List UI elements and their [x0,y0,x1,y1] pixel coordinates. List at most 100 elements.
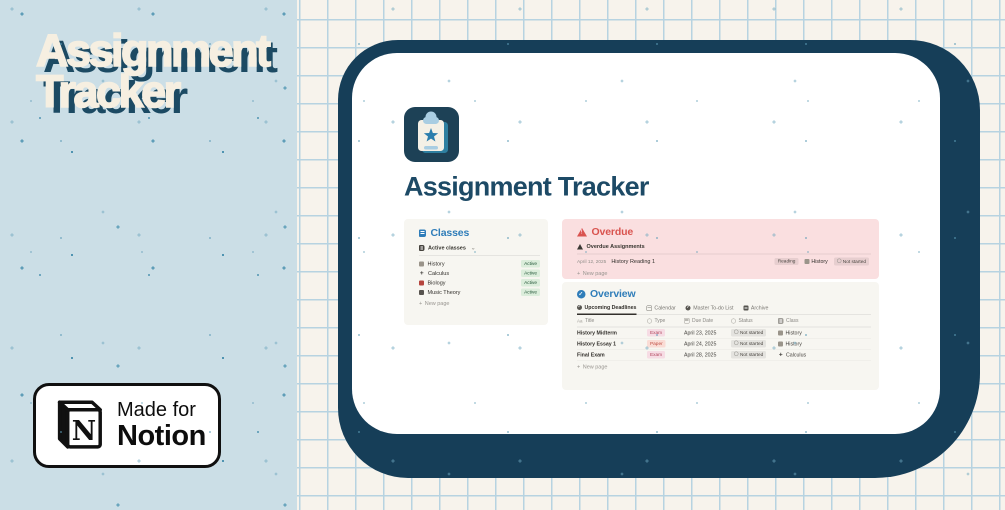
column-title: Title [585,318,595,324]
notion-label: Notion [117,420,206,453]
book-icon [419,229,426,237]
archive-box-icon [743,305,749,311]
piano-icon [419,289,424,295]
table-row[interactable]: History Midterm Exam April 23, 2025 Not … [577,328,871,339]
todo-circle-icon [734,340,739,346]
class-name: Music Theory [427,289,461,296]
chevron-down-icon: ⌄ [470,245,476,251]
type-badge: Exam [647,351,666,359]
assignment-title: Final Exam [577,351,605,358]
class-row-history[interactable]: History Active [419,259,540,269]
bullseye-icon [577,289,586,299]
book-icon [419,244,425,251]
todo-circle-icon [734,351,739,357]
history-icon [778,330,783,336]
status-badge: Active [521,288,540,296]
select-icon [647,318,652,324]
column-due-date: Due Date [692,318,714,324]
status-badge: Active [521,279,540,287]
made-for-notion-text: Made for Notion [117,399,206,451]
warning-triangle-icon [577,243,583,250]
classes-view-tab[interactable]: Active classes ⌄ [419,239,540,256]
status-icon [731,318,736,324]
class-name: Calculus [428,270,450,277]
class-row-music-theory[interactable]: Music Theory Active [419,288,540,298]
history-icon [419,261,424,267]
plus-icon: + [419,269,424,277]
history-icon [804,259,810,264]
class-row-calculus[interactable]: + Calculus Active [419,269,540,279]
assignment-title: History Essay 1 [577,340,617,347]
calendar-icon [646,305,652,311]
column-status: Status [738,318,753,324]
tab-label: Master To-do List [693,305,734,311]
overdue-header: Overdue [577,226,871,238]
tab-master-todo-list[interactable]: Master To-do List [685,305,734,314]
text-type-icon: Aa [577,318,583,324]
overview-header-label: Overview [590,288,636,300]
class-name: Calculus [786,351,807,358]
check-circle-icon [685,305,691,311]
type-badge: Reading [774,257,799,266]
status-label: Not started [740,341,764,347]
view-tab-label: Overdue Assignments [586,243,645,250]
table-row[interactable]: Final Exam Exam April 28, 2025 Not start… [577,350,871,361]
overdue-assignment-row[interactable]: April 12, 2025 History Reading 1 Reading… [577,256,871,267]
class-name: History [785,329,802,336]
tab-archive[interactable]: Archive [743,305,768,314]
clock-icon [577,304,582,310]
status-label: Not started [740,330,764,336]
table-row[interactable]: History Essay 1 Paper April 24, 2025 Not… [577,339,871,350]
overview-panel: Overview Upcoming Deadlines Calendar [562,282,879,390]
new-page-label: New page [582,364,608,370]
due-date: April 28, 2025 [684,351,717,358]
column-type: Type [654,318,666,324]
status-badge: Not started [731,339,767,348]
card-backdrop: Assignment Tracker Classes Active classe… [338,40,980,478]
overview-header: Overview [577,288,871,300]
classes-header: Classes [419,227,540,239]
class-row-biology[interactable]: Biology Active [419,278,540,288]
svg-text:N: N [72,415,96,446]
column-class: Class [786,318,799,324]
overdue-panel: Overdue Overdue Assignments April 12, 20… [562,219,879,279]
new-page-button[interactable]: + New page [577,271,871,277]
view-tab-label: Active classes [428,244,466,251]
calendar-icon [684,318,690,324]
classes-header-label: Classes [430,227,470,239]
plus-icon: + [577,364,581,370]
left-panel: Assignment Tracker N Made for Notion [0,0,297,510]
view-tabs: Upcoming Deadlines Calendar Master To-do… [577,304,871,315]
type-badge: Exam [647,329,666,337]
new-page-button[interactable]: + New page [577,364,871,370]
class-name: History [811,258,828,265]
tab-calendar[interactable]: Calendar [646,305,676,314]
new-page-label: New page [424,300,450,307]
class-chip: History [804,258,828,265]
tab-upcoming-deadlines[interactable]: Upcoming Deadlines [577,304,637,315]
status-badge: Active [521,260,540,268]
new-page-button[interactable]: + New page [419,301,540,307]
overdue-view-tab[interactable]: Overdue Assignments [577,238,871,255]
due-date: April 23, 2025 [684,329,717,336]
plus-icon: + [577,270,581,277]
overdue-header-label: Overdue [591,226,634,238]
notion-page-card: Assignment Tracker Classes Active classe… [352,53,940,434]
book-icon [778,317,784,324]
backpack-icon [419,280,424,286]
logo-line-2: Tracker [35,66,182,118]
logo-title: Assignment Tracker [35,25,272,118]
classes-panel: Classes Active classes ⌄ History Active [404,219,548,325]
due-date: April 24, 2025 [684,340,717,347]
plus-icon: + [778,350,783,358]
status-badge: Not started [731,328,767,337]
class-name: History [427,260,445,267]
logo-line-1: Assignment [35,25,272,76]
new-page-label: New page [582,270,608,277]
type-badge: Paper [647,340,666,348]
tab-label: Calendar [654,305,676,311]
todo-circle-icon [836,258,842,263]
table-header-row: Aa Title Type Due Date Status Class [577,315,871,328]
status-label: Not started [842,258,866,265]
